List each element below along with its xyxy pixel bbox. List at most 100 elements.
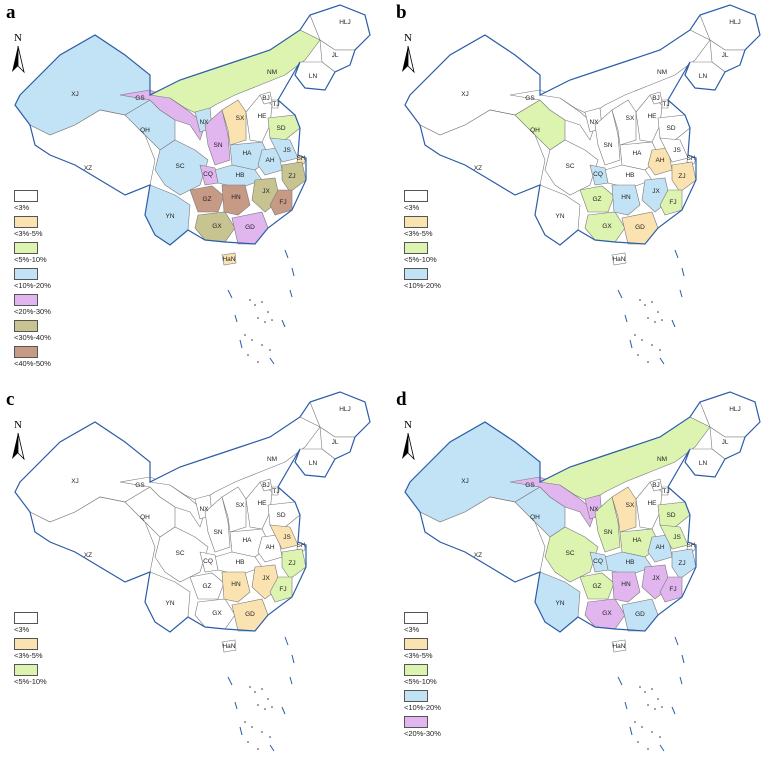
province-label-sd: SD bbox=[666, 512, 675, 519]
province-zj bbox=[281, 161, 307, 193]
island-dot bbox=[264, 708, 266, 710]
map-panel-a: XJ XZ QH GS NM NX SN SX HE BJ TJ SD HLJ JL LN HA HB AH JS S… bbox=[0, 0, 390, 387]
island-dot bbox=[661, 319, 663, 321]
island-dot bbox=[654, 321, 656, 323]
sea-boundary-dash bbox=[239, 339, 243, 349]
legend-label: <20%-30% bbox=[404, 729, 441, 738]
sea-boundary-dash bbox=[681, 654, 685, 664]
legend-swatch bbox=[404, 716, 428, 728]
province-label-gz: GZ bbox=[202, 196, 211, 203]
province-js bbox=[269, 137, 299, 163]
legend-label: <3% bbox=[404, 203, 420, 212]
sea-boundary-dash bbox=[239, 726, 243, 736]
map-panel-d: XJ XZ QH GS NM NX SN SX HE BJ TJ SD HLJ JL LN HA HB AH JS S… bbox=[390, 387, 780, 774]
province-label-bj: BJ bbox=[262, 95, 270, 102]
island-dot bbox=[657, 311, 659, 313]
island-dot bbox=[647, 361, 649, 363]
island-dot bbox=[264, 321, 266, 323]
island-dot bbox=[257, 748, 259, 750]
sea-boundary-dash bbox=[671, 319, 676, 328]
sea-boundary-dash bbox=[289, 676, 293, 685]
province-label-han: HaN bbox=[612, 256, 625, 263]
north-arrow-icon bbox=[402, 432, 415, 461]
province-label-sc: SC bbox=[565, 163, 574, 170]
island-dot bbox=[641, 726, 643, 728]
north-arrow: N bbox=[400, 32, 422, 76]
province-han bbox=[611, 639, 627, 653]
legend-swatch bbox=[404, 612, 428, 624]
island-dot bbox=[261, 731, 263, 733]
south-sea-islands bbox=[617, 636, 685, 752]
province-label-gs: GS bbox=[135, 482, 145, 489]
island-dot bbox=[269, 349, 271, 351]
province-qh bbox=[489, 486, 566, 538]
province-gz bbox=[579, 572, 615, 600]
sea-boundary-dash bbox=[659, 744, 665, 752]
legend-swatch bbox=[404, 638, 428, 650]
province-js bbox=[659, 524, 689, 550]
province-sd bbox=[267, 501, 301, 528]
province-sc bbox=[154, 139, 209, 196]
province-label-sd: SD bbox=[666, 125, 675, 132]
province-label-jx: JX bbox=[262, 188, 270, 195]
province-fj bbox=[659, 189, 683, 216]
island-dot bbox=[659, 736, 661, 738]
province-label-xz: XZ bbox=[84, 165, 92, 172]
island-dot bbox=[644, 691, 646, 693]
north-label: N bbox=[404, 419, 412, 431]
island-dot bbox=[267, 311, 269, 313]
province-label-sx: SX bbox=[626, 502, 635, 509]
province-hn bbox=[611, 571, 641, 603]
province-label-yn: YN bbox=[165, 213, 174, 220]
province-cq bbox=[589, 551, 609, 573]
province-label-he: HE bbox=[647, 500, 657, 507]
province-label-sh: SH bbox=[296, 542, 305, 549]
legend-label: <5%-10% bbox=[404, 677, 437, 686]
map-panel-b: XJ XZ QH GS NM NX SN SX HE BJ TJ SD HLJ JL LN HA HB AH JS S… bbox=[390, 0, 780, 387]
sea-boundary-dash bbox=[281, 319, 286, 328]
province-label-ha: HA bbox=[632, 537, 642, 544]
island-dot bbox=[254, 691, 256, 693]
legend-swatch bbox=[14, 612, 38, 624]
province-label-hn: HN bbox=[231, 194, 241, 201]
legend-swatch bbox=[404, 216, 428, 228]
province-label-cq: CQ bbox=[203, 558, 213, 565]
province-label-gx: GX bbox=[212, 610, 222, 617]
legend-swatch bbox=[404, 690, 428, 702]
island-dot bbox=[641, 339, 643, 341]
province-label-gs: GS bbox=[135, 95, 145, 102]
sea-boundary-dash bbox=[284, 249, 289, 259]
legend-label: <30%-40% bbox=[14, 333, 51, 342]
map-panel-c: XJ XZ QH GS NM NX SN SX HE BJ TJ SD HLJ JL LN HA HB AH JS S… bbox=[0, 387, 390, 774]
province-label-nx: NX bbox=[589, 506, 599, 513]
island-dot bbox=[634, 721, 636, 723]
island-dot bbox=[249, 299, 251, 301]
province-label-ah: AH bbox=[655, 157, 664, 164]
province-label-hn: HN bbox=[231, 581, 241, 588]
province-label-hlj: HLJ bbox=[729, 406, 741, 413]
island-dot bbox=[657, 698, 659, 700]
sea-boundary-dash bbox=[617, 676, 623, 686]
island-dot bbox=[647, 704, 649, 706]
province-label-js: JS bbox=[283, 534, 291, 541]
island-dot bbox=[654, 708, 656, 710]
island-dot bbox=[659, 349, 661, 351]
province-label-nm: NM bbox=[657, 69, 667, 76]
legend-swatch bbox=[14, 190, 38, 202]
province-label-ah: AH bbox=[655, 544, 664, 551]
province-label-sx: SX bbox=[236, 502, 245, 509]
province-label-han: HaN bbox=[612, 643, 625, 650]
province-label-hb: HB bbox=[625, 172, 634, 179]
sea-boundary-dash bbox=[227, 289, 233, 299]
province-label-zj: ZJ bbox=[288, 173, 295, 180]
province-js bbox=[659, 137, 689, 163]
province-tj bbox=[661, 99, 669, 109]
province-label-sd: SD bbox=[276, 512, 285, 519]
province-sc bbox=[544, 526, 599, 583]
province-label-hlj: HLJ bbox=[339, 406, 351, 413]
island-dot bbox=[251, 339, 253, 341]
island-dot bbox=[247, 354, 249, 356]
